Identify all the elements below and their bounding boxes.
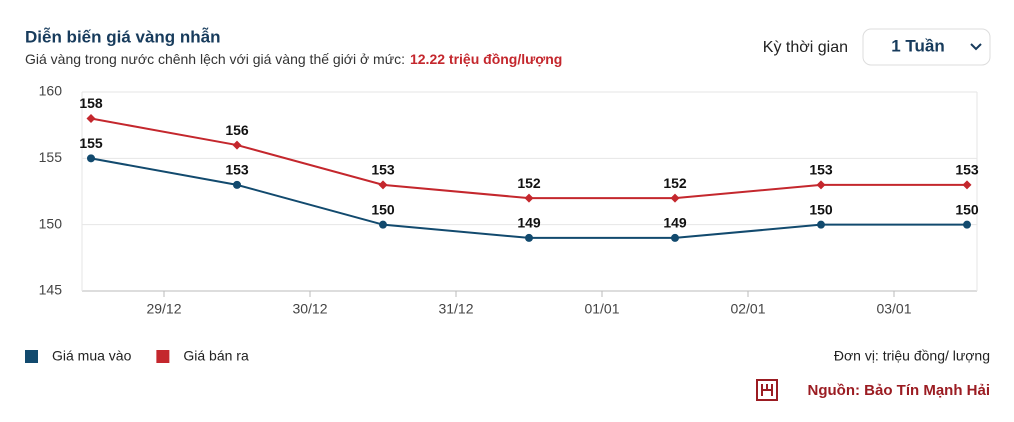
point: [86, 114, 96, 124]
data-label: 155: [79, 135, 103, 151]
x-tick-label: 31/12: [438, 301, 473, 317]
x-tick-label: 03/01: [876, 301, 911, 317]
plot: 145 150 155 160 29/12 30/12 31/12 01/01 02/01 03/…: [39, 83, 979, 317]
data-label: 156: [225, 122, 249, 138]
y-tick-label: 160: [39, 83, 63, 99]
point: [379, 220, 387, 229]
subtitle-text: Giá vàng trong nước chênh lệch với giá v…: [25, 51, 405, 67]
period-select[interactable]: 1 Tuần: [862, 28, 991, 66]
point: [670, 193, 680, 203]
data-label: 153: [371, 162, 395, 178]
point: [962, 180, 972, 190]
data-label: 149: [663, 215, 687, 231]
x-tick-label: 29/12: [146, 301, 181, 317]
data-label: 158: [79, 95, 103, 111]
point: [816, 180, 826, 190]
data-label: 150: [809, 201, 833, 217]
legend-swatch: [156, 350, 170, 363]
point: [87, 154, 95, 163]
period-label: Kỳ thời gian: [763, 39, 848, 56]
y-tick-label: 150: [39, 215, 63, 231]
point: [233, 180, 241, 189]
select-value[interactable]: 1 Tuần: [891, 36, 945, 55]
x-tick-label: 02/01: [730, 301, 765, 317]
source: Nguồn: Bảo Tín Mạnh Hải: [808, 382, 990, 399]
point: [524, 193, 534, 203]
y-tick-label: 145: [39, 282, 63, 298]
data-label: 153: [225, 162, 249, 178]
subtitle-highlight: 12.22 triệu đồng/lượng: [410, 51, 562, 67]
point: [817, 220, 825, 229]
source-logo: [756, 379, 778, 401]
data-label: 150: [955, 201, 979, 217]
legend: Giá mua vào Giá bán ra: [25, 348, 249, 364]
unit-note: Đơn vị: triệu đồng/ lượng: [834, 348, 990, 364]
chevron[interactable]: [970, 43, 982, 51]
logo-frame: [756, 379, 778, 401]
legend-swatch: [25, 350, 38, 363]
legend-label: Giá mua vào: [52, 348, 132, 364]
x-tick-label: 30/12: [292, 301, 327, 317]
point: [525, 233, 533, 242]
x-tick-label: 01/01: [584, 301, 619, 317]
select-box[interactable]: [862, 28, 991, 66]
legend-label: Giá bán ra: [183, 348, 249, 364]
logo-mark: [761, 384, 773, 396]
point: [378, 180, 388, 190]
point: [963, 220, 971, 229]
point: [232, 140, 242, 150]
data-label: 152: [517, 175, 541, 191]
subtitle: Giá vàng trong nước chênh lệch với giá v…: [25, 51, 562, 67]
data-label: 153: [809, 162, 833, 178]
chart-title: Diễn biến giá vàng nhẫn: [25, 27, 221, 46]
data-label: 149: [517, 215, 541, 231]
point: [671, 233, 679, 242]
data-label: 150: [371, 201, 395, 217]
data-label: 153: [955, 162, 979, 178]
data-label: 152: [663, 175, 687, 191]
y-tick-label: 155: [39, 149, 63, 165]
